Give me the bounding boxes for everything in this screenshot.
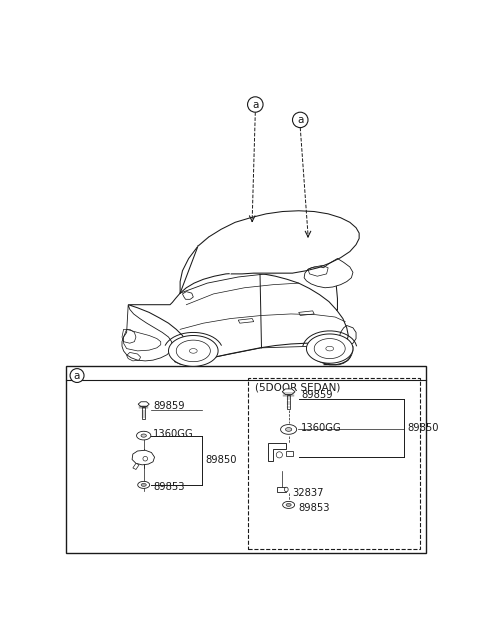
Circle shape <box>70 369 84 382</box>
Polygon shape <box>133 463 139 470</box>
Circle shape <box>248 97 263 112</box>
Text: 89853: 89853 <box>298 503 329 513</box>
Polygon shape <box>326 346 334 351</box>
Polygon shape <box>306 334 353 363</box>
Polygon shape <box>138 482 150 488</box>
Polygon shape <box>182 292 193 299</box>
Polygon shape <box>138 402 149 407</box>
FancyBboxPatch shape <box>66 366 426 552</box>
Polygon shape <box>286 503 291 507</box>
Polygon shape <box>286 451 293 456</box>
Text: a: a <box>252 100 259 110</box>
Polygon shape <box>190 349 197 353</box>
Polygon shape <box>268 443 286 461</box>
Text: 89850: 89850 <box>407 423 439 433</box>
Text: 89859: 89859 <box>301 390 333 400</box>
Polygon shape <box>304 258 353 288</box>
Polygon shape <box>286 428 292 431</box>
Text: 32837: 32837 <box>292 488 324 498</box>
Polygon shape <box>128 273 350 365</box>
Polygon shape <box>137 431 151 440</box>
Polygon shape <box>141 434 146 437</box>
Text: 89850: 89850 <box>205 455 237 465</box>
Polygon shape <box>285 487 288 492</box>
Text: 1360GG: 1360GG <box>301 423 342 433</box>
Polygon shape <box>277 487 286 492</box>
Circle shape <box>292 112 308 128</box>
Text: a: a <box>74 371 80 381</box>
Text: 89859: 89859 <box>153 401 185 411</box>
Polygon shape <box>143 456 147 461</box>
Polygon shape <box>281 424 297 435</box>
Polygon shape <box>314 339 345 359</box>
Polygon shape <box>198 211 359 274</box>
Polygon shape <box>168 335 218 366</box>
Polygon shape <box>287 396 290 409</box>
Text: 89853: 89853 <box>153 482 184 492</box>
Polygon shape <box>141 483 146 487</box>
Text: (5DOOR SEDAN): (5DOOR SEDAN) <box>255 382 341 393</box>
Text: a: a <box>297 115 303 125</box>
Polygon shape <box>282 389 295 394</box>
Polygon shape <box>176 340 210 362</box>
Polygon shape <box>122 305 172 361</box>
Polygon shape <box>143 408 145 419</box>
Polygon shape <box>132 450 155 465</box>
Text: 1360GG: 1360GG <box>153 429 194 439</box>
Polygon shape <box>276 452 282 458</box>
Polygon shape <box>283 502 295 508</box>
